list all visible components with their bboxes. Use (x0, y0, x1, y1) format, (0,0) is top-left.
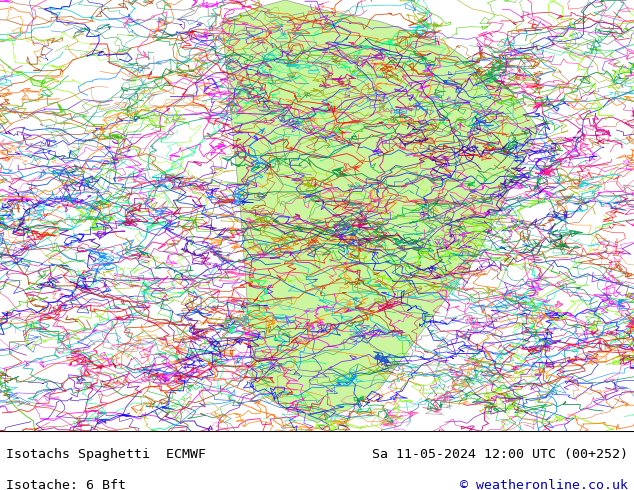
Text: Isotache: 6 Bft: Isotache: 6 Bft (6, 479, 126, 490)
Polygon shape (222, 0, 539, 422)
Text: © weatheronline.co.uk: © weatheronline.co.uk (460, 479, 628, 490)
Text: Isotachs Spaghetti  ECMWF: Isotachs Spaghetti ECMWF (6, 448, 206, 461)
Text: Sa 11-05-2024 12:00 UTC (00+252): Sa 11-05-2024 12:00 UTC (00+252) (372, 448, 628, 461)
